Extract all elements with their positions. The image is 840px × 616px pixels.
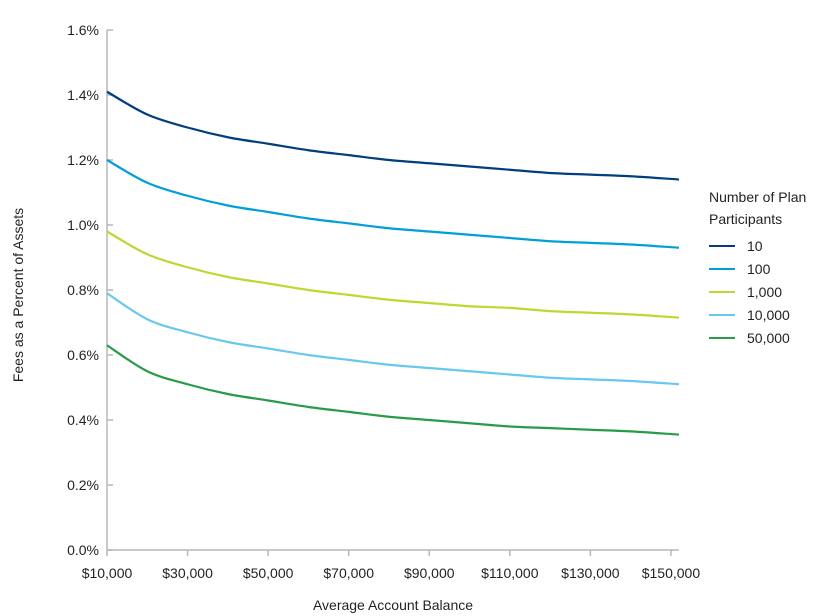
x-tick-label: $130,000 [561, 565, 620, 581]
x-tick-label: $10,000 [82, 565, 133, 581]
legend-swatch [709, 313, 735, 316]
x-tick-label: $50,000 [243, 565, 294, 581]
legend-swatch [709, 336, 735, 339]
legend-title: Number of Plan Participants [709, 189, 807, 227]
legend-item: 10 [709, 234, 840, 257]
x-tick-label: $30,000 [162, 565, 213, 581]
legend-items: 10 100 1,000 10,000 50,000 [709, 234, 840, 349]
series-line-0 [106, 90, 680, 181]
legend-item: 50,000 [709, 326, 840, 349]
x-tick-label: $90,000 [404, 565, 455, 581]
legend-label: 1,000 [747, 283, 783, 300]
y-tick-label: 1.0% [67, 217, 99, 233]
series-line-3 [106, 292, 680, 386]
y-tick-label: 0.6% [67, 347, 99, 363]
y-tick-label: 1.6% [67, 22, 99, 38]
series-lines [106, 90, 680, 436]
axes [106, 30, 679, 551]
legend-label: 10 [747, 237, 763, 254]
legend-label: 50,000 [747, 329, 790, 346]
legend-item: 100 [709, 257, 840, 280]
legend-item: 1,000 [709, 280, 840, 303]
y-tick-label: 1.4% [67, 87, 99, 103]
y-tick-label: 0.0% [67, 542, 99, 558]
x-tick-label: $70,000 [323, 565, 374, 581]
y-ticks: 0.0% 0.2% 0.4% 0.6% 0.8% 1.0% 1.2% 1.4% 1.6% [67, 22, 113, 558]
x-ticks: $10,000 $30,000 $50,000 $70,000 $90,000 $110,… [82, 550, 701, 581]
y-tick-label: 0.8% [67, 282, 99, 298]
legend-item: 10,000 [709, 303, 840, 326]
y-axis-title: Fees as a Percent of Assets [10, 208, 26, 382]
series-line-1 [106, 159, 680, 249]
y-tick-label: 1.2% [67, 152, 99, 168]
legend: Number of Plan Participants 10 100 1,000 10… [709, 186, 840, 349]
legend-swatch [709, 290, 735, 293]
legend-label: 10,000 [747, 306, 790, 323]
x-tick-label: $150,000 [642, 565, 701, 581]
legend-label: 100 [747, 260, 771, 277]
x-axis-title: Average Account Balance [313, 597, 473, 613]
x-tick-label: $110,000 [481, 565, 539, 581]
legend-swatch [709, 267, 735, 270]
y-tick-label: 0.2% [67, 477, 99, 493]
series-line-2 [106, 230, 680, 319]
legend-swatch [709, 244, 735, 247]
series-line-4 [106, 344, 680, 436]
y-tick-label: 0.4% [67, 412, 99, 428]
